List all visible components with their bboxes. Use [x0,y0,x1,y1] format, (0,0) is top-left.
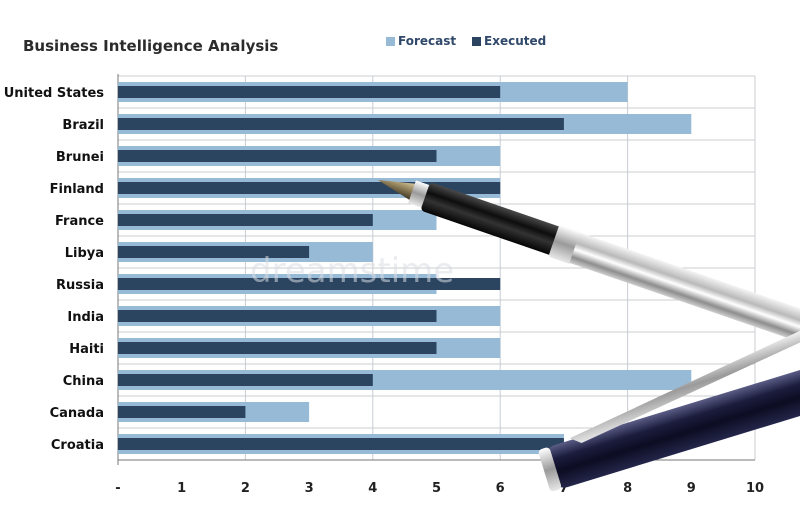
x-tick-label: 2 [241,481,250,496]
pen-illustration [378,180,800,492]
bar-executed [118,374,373,386]
bar-executed [118,150,437,162]
bar-executed [118,118,564,130]
bar-executed [118,310,437,322]
legend: Forecast Executed [386,34,546,48]
bar-executed [118,246,310,258]
category-label: Haiti [69,342,104,357]
legend-label-forecast: Forecast [398,34,456,48]
x-tick-label: 9 [687,481,696,496]
legend-swatch-executed [472,37,481,46]
category-label: Libya [65,246,104,261]
bar-executed [118,278,501,290]
legend-swatch-forecast [386,37,395,46]
bar-executed [118,86,501,98]
category-label: France [55,214,104,229]
watermark: dreamstime [250,251,454,291]
category-label: United States [4,86,105,101]
x-tick-label: 8 [623,481,632,496]
category-label: Finland [50,182,104,197]
category-label: Russia [56,278,104,293]
x-tick-label: 3 [305,481,314,496]
plot-area: United States Brazil Brunei Finland France Li… [4,74,764,496]
x-tick-label: 1 [177,481,186,496]
x-tick-label: 4 [368,481,377,496]
x-tick-label: - [115,481,120,496]
category-label: Brazil [62,118,104,133]
category-label: Croatia [51,438,104,453]
x-tick-label: 5 [432,481,441,496]
category-label: Brunei [56,150,104,165]
category-label: China [63,374,104,389]
bar-executed [118,438,564,450]
bar-executed [118,342,437,354]
bar-executed [118,214,373,226]
category-label: Canada [50,406,104,421]
chart-title: Business Intelligence Analysis [23,37,278,55]
x-tick-label: 7 [559,481,568,496]
category-label: India [67,310,104,325]
bar-executed [118,406,246,418]
x-tick-label: 10 [746,481,764,496]
x-tick-label: 6 [496,481,505,496]
legend-label-executed: Executed [484,34,546,48]
